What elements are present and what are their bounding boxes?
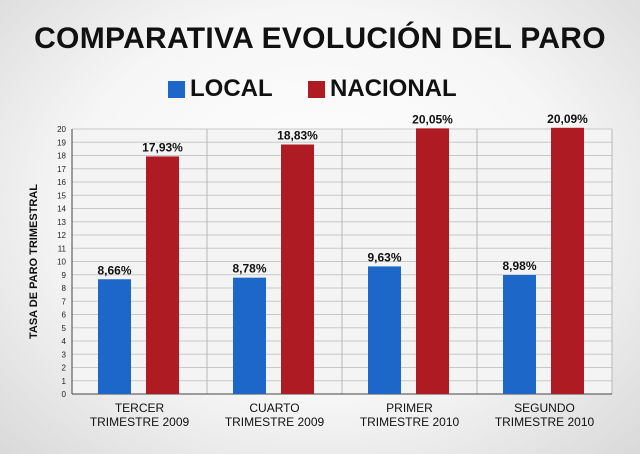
y-tick-label: 19 [57,138,66,147]
y-tick-label: 20 [57,125,66,134]
y-tick-label: 6 [62,311,67,320]
y-tick-label: 17 [57,165,66,174]
y-tick-label: 0 [62,390,67,399]
y-tick-label: 14 [57,205,66,214]
y-tick-label: 11 [58,244,67,253]
x-tick-label-line: CUARTO [249,401,299,415]
x-tick-label: CUARTO TRIMESTRE 2009 [225,401,325,429]
y-tick-label: 4 [62,337,67,346]
legend-item-nacional: NACIONAL [308,74,457,104]
legend-label-local: LOCAL [190,75,273,102]
y-tick-label: 12 [57,231,66,240]
y-tick-label: 5 [62,324,67,333]
bar-nacional [551,127,584,395]
bar-local [233,277,266,394]
data-label-local: 9,63% [367,250,401,264]
bar-local [503,275,536,394]
y-tick-label: 18 [57,152,66,161]
legend-label-nacional: NACIONAL [330,75,457,102]
x-tick-label-line: TRIMESTRE 2010 [360,415,460,429]
data-label-local: 8,66% [97,263,131,277]
y-tick-label: 13 [57,218,66,227]
y-axis-label: TASA DE PARO TRIMESTRAL [28,184,40,339]
x-tick-label-line: PRIMER [386,401,433,415]
legend-swatch-nacional [308,80,325,98]
legend-swatch-local [168,80,185,98]
y-tick-label: 3 [62,350,67,359]
x-tick-label-line: TRIMESTRE 2009 [225,415,325,429]
y-tick-label: 2 [62,364,67,373]
y-tick-label: 1 [62,377,67,386]
x-tick-label-line: TRIMESTRE 2009 [90,415,190,429]
bar-nacional [146,156,179,394]
y-tick-label: 10 [57,258,66,267]
data-label-local: 8,98% [502,259,536,273]
chart-title: COMPARATIVA EVOLUCIÓN DEL PARO [34,22,606,55]
x-tick-label-line: TRIMESTRE 2010 [495,415,595,429]
x-tick-label: PRIMER TRIMESTRE 2010 [360,401,460,429]
x-tick-label-line: SEGUNDO [514,401,575,415]
y-tick-label: 16 [57,178,66,187]
y-tick-label: 9 [62,271,67,280]
x-tick-label: TERCER TRIMESTRE 2009 [90,401,190,429]
y-tick-label: 8 [62,284,67,293]
data-label-nacional: 20,05% [412,112,453,126]
y-tick-label: 7 [62,297,67,306]
bar-local [98,279,131,394]
chart-legend: LOCAL NACIONAL [0,74,640,104]
bar-local [368,266,401,394]
bar-nacional [416,128,449,394]
y-tick-label: 15 [57,191,66,200]
data-label-nacional: 17,93% [142,140,183,154]
data-label-nacional: 20,09% [547,112,588,126]
x-tick-label-line: TERCER [115,401,165,415]
legend-item-local: LOCAL [168,74,273,104]
x-tick-label: SEGUNDO TRIMESTRE 2010 [495,401,595,429]
bar-nacional [281,144,314,394]
data-label-local: 8,78% [232,262,266,276]
data-label-nacional: 18,83% [277,129,318,143]
